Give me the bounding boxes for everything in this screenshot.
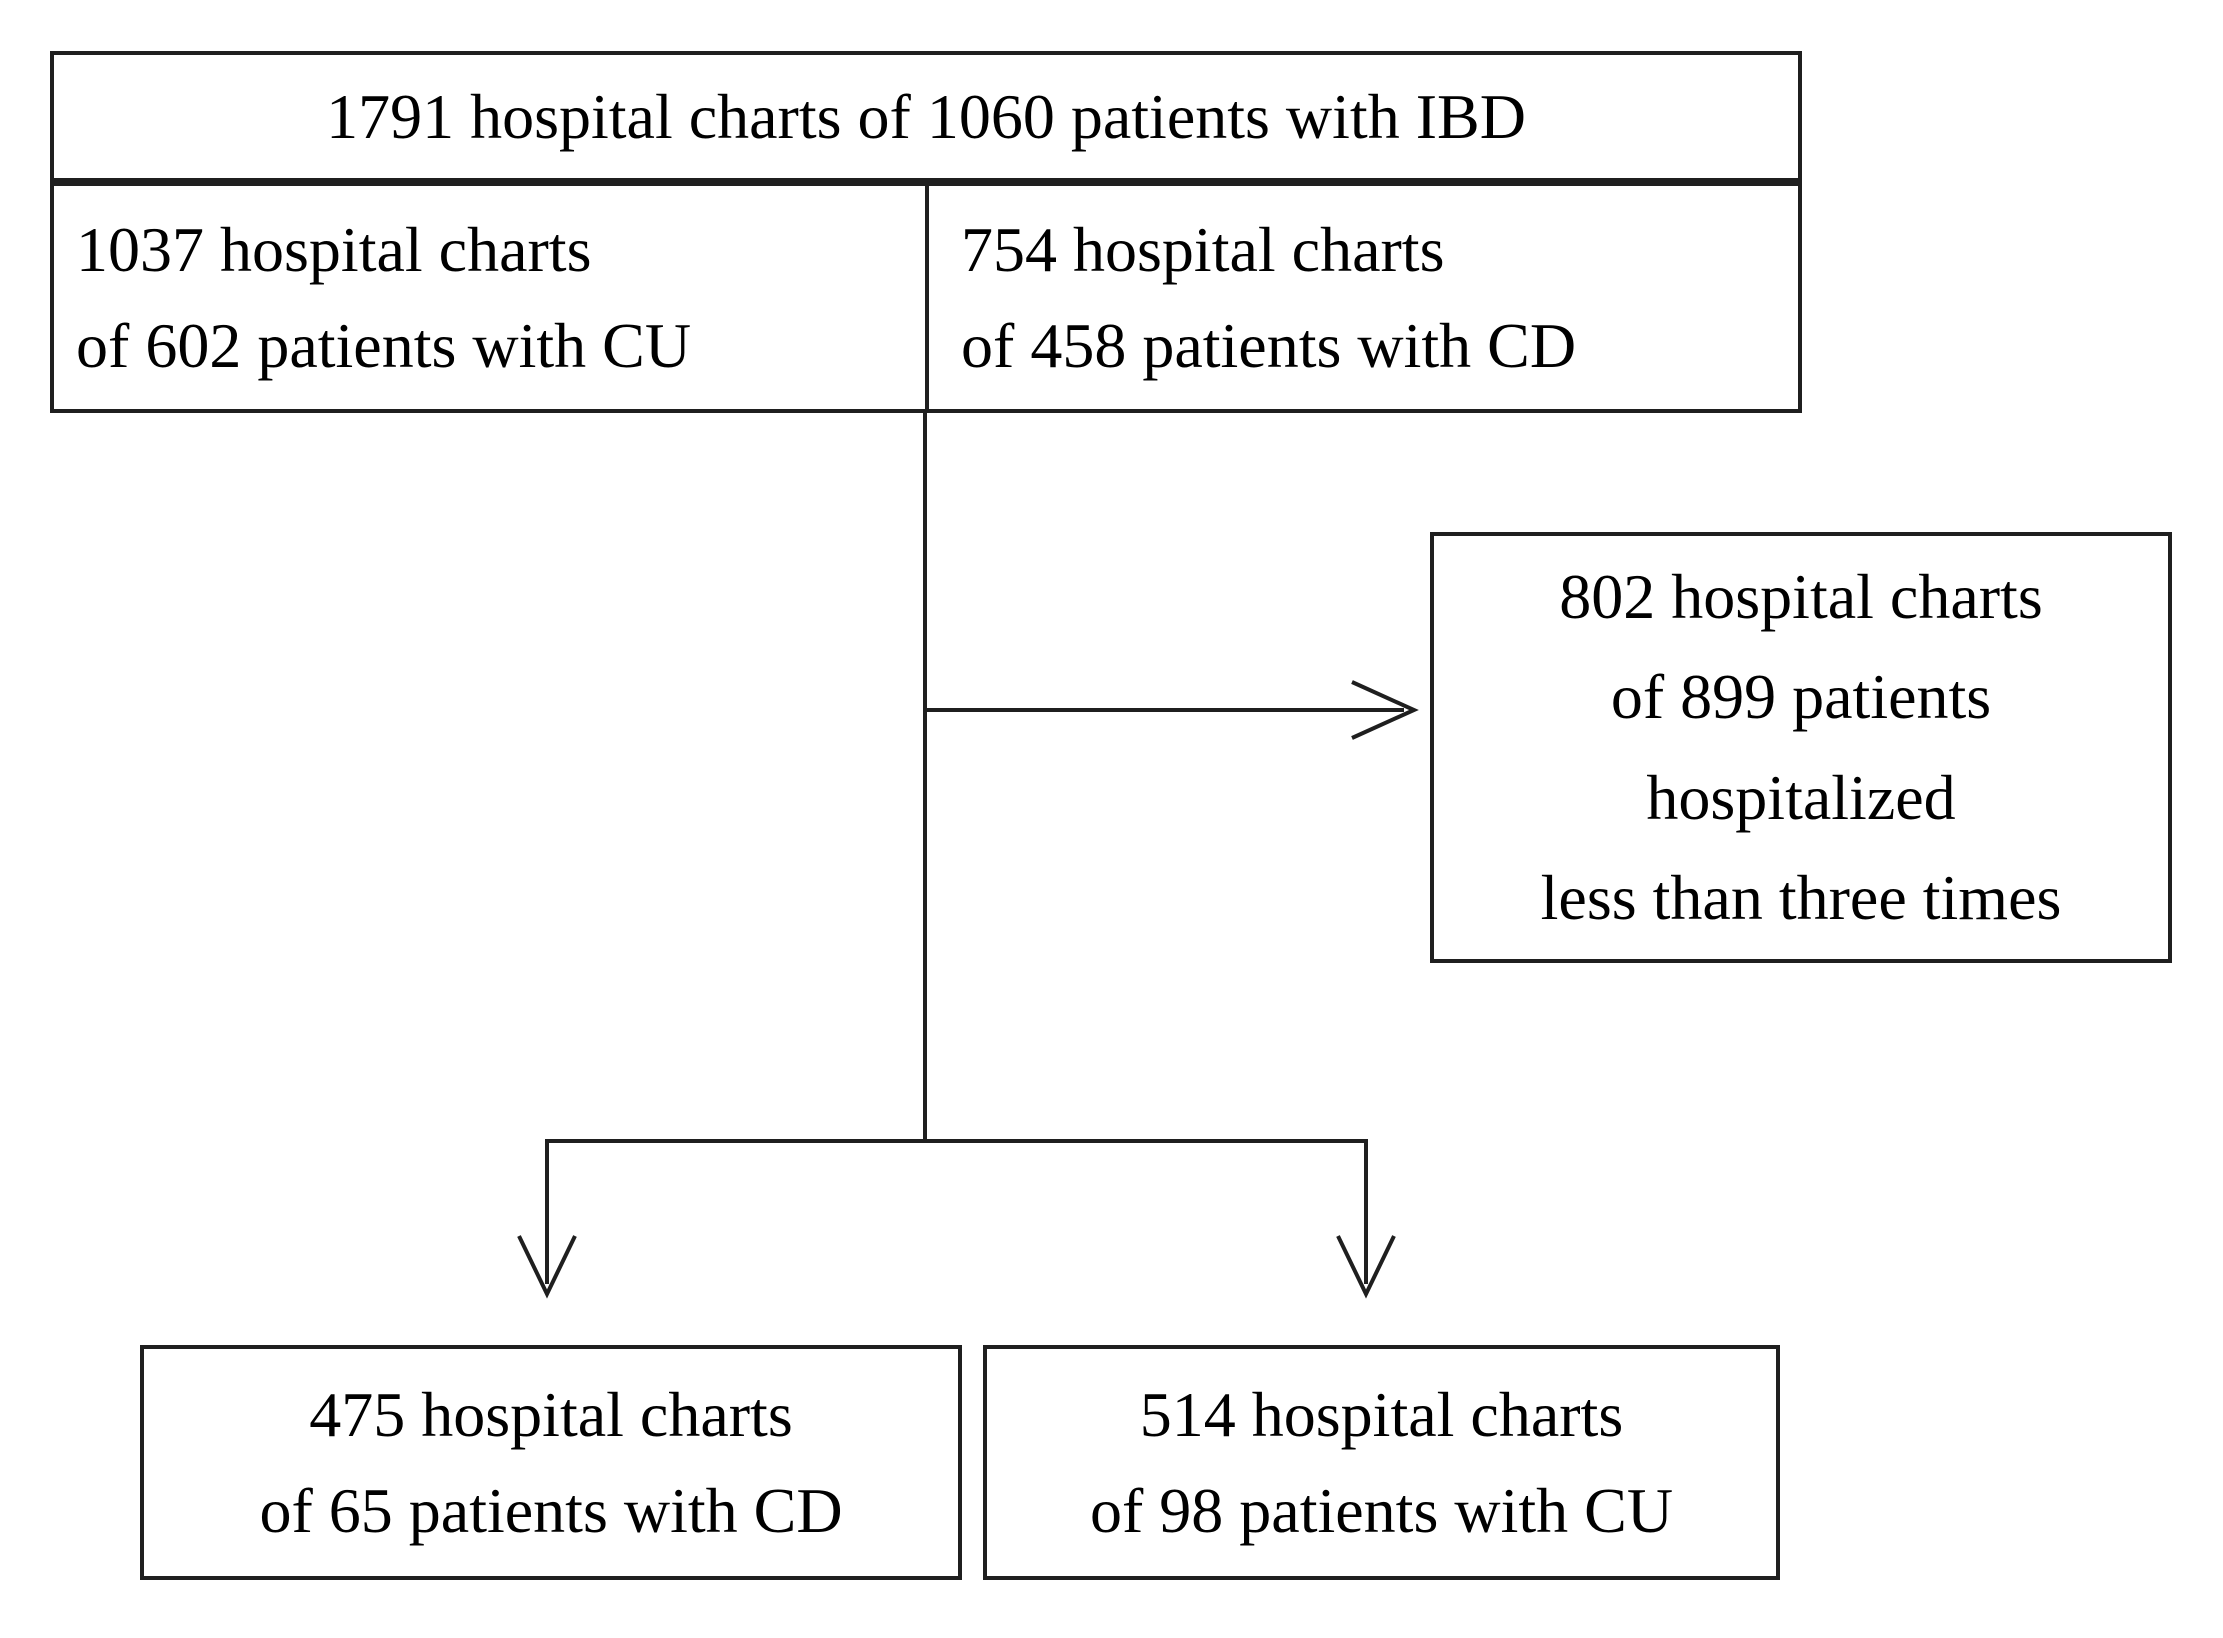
node-final-cu: 514 hospital charts of 98 patients with … <box>983 1345 1780 1580</box>
node-row-cu-cd: 1037 hospital charts of 602 patients wit… <box>50 182 1802 413</box>
node-excluded-line2: of 899 patients <box>1610 661 1992 733</box>
node-total-ibd-text: 1791 hospital charts of 1060 patients wi… <box>326 80 1526 152</box>
node-final-cd-line1: 475 hospital charts <box>309 1378 793 1450</box>
node-final-cu-line1: 514 hospital charts <box>1139 1378 1624 1450</box>
exclusion-arrowhead-icon <box>1351 680 1419 740</box>
node-cd-charts-line2: of 458 patients with CD <box>961 309 1577 381</box>
right-branch-arrowhead-icon <box>1336 1235 1396 1299</box>
node-total-ibd: 1791 hospital charts of 1060 patients wi… <box>50 51 1802 182</box>
node-cu-charts-line1: 1037 hospital charts <box>76 213 592 285</box>
node-final-cd-line2: of 65 patients with CD <box>259 1474 843 1546</box>
node-excluded-line4: less than three times <box>1540 861 2062 933</box>
node-excluded: 802 hospital charts of 899 patients hosp… <box>1430 532 2172 963</box>
node-excluded-line3: hospitalized <box>1646 761 1956 833</box>
node-final-cu-line2: of 98 patients with CU <box>1089 1474 1674 1546</box>
node-cd-charts: 754 hospital charts of 458 patients with… <box>929 186 1798 409</box>
node-cu-charts-line2: of 602 patients with CU <box>76 309 692 381</box>
node-final-cd: 475 hospital charts of 65 patients with … <box>140 1345 962 1580</box>
node-cd-charts-line1: 754 hospital charts <box>961 213 1445 285</box>
node-cu-charts: 1037 hospital charts of 602 patients wit… <box>54 186 929 409</box>
left-branch-arrowhead-icon <box>517 1235 577 1299</box>
node-excluded-line1: 802 hospital charts <box>1559 560 2043 632</box>
